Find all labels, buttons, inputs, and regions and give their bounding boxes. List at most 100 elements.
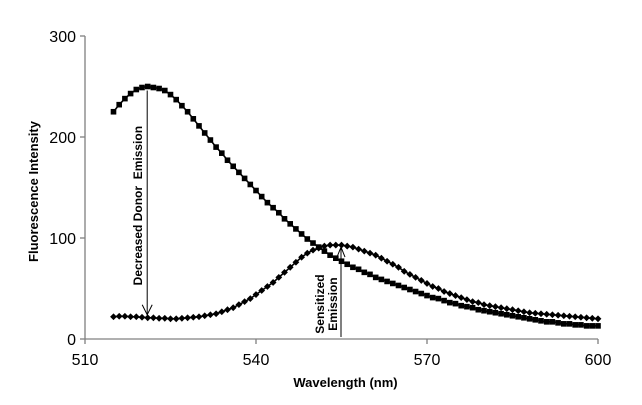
x-tick-label: 510 — [72, 352, 99, 369]
data-point-square — [196, 123, 202, 129]
data-point-diamond — [400, 267, 408, 275]
data-point-square — [441, 297, 447, 304]
data-point-square — [378, 276, 385, 283]
data-point-diamond — [218, 308, 226, 316]
data-point-diamond — [492, 303, 499, 311]
data-point-square — [481, 307, 487, 314]
x-tick-label: 570 — [414, 352, 441, 369]
data-point-square — [127, 90, 134, 97]
data-point-diamond — [463, 296, 471, 304]
data-point-square — [401, 284, 407, 291]
data-point-diamond — [172, 315, 180, 323]
data-point-square — [509, 312, 516, 319]
x-tick-label: 540 — [243, 352, 270, 369]
data-point-diamond — [372, 251, 380, 259]
data-point-square — [475, 306, 482, 313]
data-point-square — [321, 248, 328, 254]
data-point-diamond — [275, 273, 283, 281]
data-point-square — [219, 150, 225, 156]
data-point-square — [173, 96, 179, 103]
data-point-diamond — [127, 313, 134, 321]
data-point-square — [230, 163, 236, 170]
data-point-square — [578, 322, 584, 328]
data-point-diamond — [298, 253, 305, 261]
data-point-diamond — [269, 279, 277, 286]
data-point-diamond — [195, 313, 203, 321]
data-point-square — [162, 87, 168, 94]
data-point-square — [412, 288, 419, 295]
data-point-diamond — [235, 301, 243, 309]
data-point-diamond — [537, 310, 545, 318]
data-point-diamond — [138, 313, 146, 321]
data-point-square — [327, 252, 333, 258]
data-point-square — [504, 311, 510, 318]
data-point-diamond — [264, 283, 271, 290]
data-point-square — [538, 318, 544, 324]
data-point-square — [298, 231, 305, 237]
annotation-decreased-donor: Decreased Donor Emission — [131, 90, 153, 316]
data-point-square — [184, 108, 191, 115]
arrowhead-down-icon — [141, 304, 153, 316]
data-point-diamond — [224, 306, 231, 314]
data-point-diamond — [212, 310, 220, 318]
data-point-square — [367, 271, 373, 278]
annotation-sensitized-label-line1: Sensitized — [313, 274, 327, 333]
data-point-diamond — [332, 241, 340, 249]
data-point-square — [236, 169, 242, 176]
series-layer — [110, 83, 602, 329]
data-point-square — [595, 323, 601, 329]
data-point-square — [116, 101, 122, 108]
data-point-diamond — [577, 313, 585, 321]
data-point-diamond — [497, 304, 505, 312]
data-point-square — [566, 321, 573, 327]
data-point-diamond — [321, 242, 328, 250]
data-point-diamond — [292, 258, 300, 266]
data-point-square — [583, 323, 590, 329]
data-point-diamond — [355, 245, 362, 253]
data-point-square — [572, 322, 578, 328]
data-point-square — [498, 310, 504, 317]
data-point-square — [355, 266, 362, 273]
data-point-diamond — [571, 313, 579, 321]
data-point-diamond — [446, 290, 454, 297]
data-point-square — [486, 308, 493, 315]
data-point-diamond — [554, 311, 562, 319]
data-point-square — [258, 193, 265, 200]
data-point-diamond — [503, 305, 511, 313]
data-point-square — [407, 286, 413, 293]
data-point-square — [310, 240, 316, 246]
data-point-diamond — [412, 273, 419, 281]
data-point-diamond — [207, 311, 214, 319]
data-point-diamond — [281, 268, 288, 276]
data-point-square — [390, 280, 396, 287]
data-point-diamond — [417, 277, 425, 284]
data-point-square — [464, 303, 470, 310]
data-point-diamond — [594, 315, 602, 323]
data-point-square — [521, 314, 527, 321]
x-axis-title: Wavelength (nm) — [293, 375, 397, 390]
data-point-square — [458, 302, 464, 309]
data-point-diamond — [560, 312, 568, 320]
data-point-diamond — [315, 244, 323, 252]
data-point-square — [264, 199, 271, 206]
data-point-diamond — [566, 312, 573, 320]
x-ticks: 510 540 570 600 — [72, 339, 611, 369]
data-point-diamond — [161, 314, 169, 322]
data-point-square — [122, 95, 128, 102]
series-line-acceptor — [113, 244, 599, 320]
y-axis-title: Fluorescence Intensity — [26, 120, 41, 262]
data-point-diamond — [155, 314, 163, 322]
annotation-sensitized: Sensitized Emission — [313, 245, 346, 337]
data-point-square — [515, 313, 521, 320]
data-point-diamond — [309, 246, 317, 254]
data-point-square — [350, 264, 356, 271]
data-point-square — [156, 85, 162, 92]
y-tick-label: 100 — [49, 231, 76, 248]
y-tick-label: 200 — [49, 130, 76, 147]
data-point-diamond — [509, 306, 516, 314]
data-point-square — [418, 290, 425, 297]
data-point-diamond — [543, 310, 551, 318]
data-point-square — [543, 319, 550, 325]
data-point-square — [287, 221, 293, 227]
data-point-square — [190, 116, 197, 122]
